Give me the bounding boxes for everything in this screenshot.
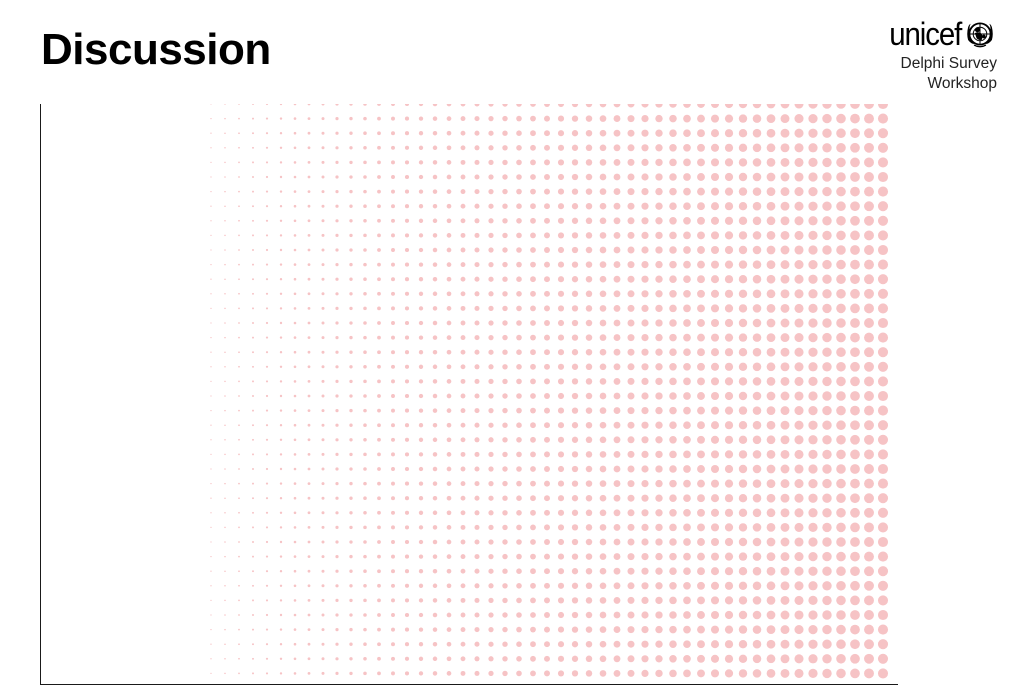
subtitle-line-2: Workshop bbox=[927, 75, 998, 92]
subtitle-line-1: Delphi Survey bbox=[900, 55, 998, 72]
logo-wordmark: unicef bbox=[889, 16, 962, 52]
content-frame bbox=[40, 104, 898, 685]
unicef-logo: unicef bbox=[847, 14, 997, 54]
slide-title: Discussion bbox=[41, 25, 271, 74]
halftone-dot-pattern bbox=[210, 104, 889, 679]
logo-block: unicef Delphi Survey Workshop bbox=[847, 14, 997, 94]
unicef-emblem-icon bbox=[967, 22, 993, 48]
